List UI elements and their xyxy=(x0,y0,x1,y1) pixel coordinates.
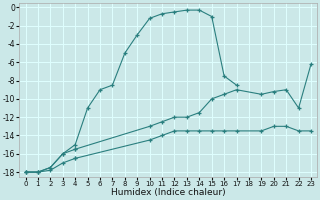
X-axis label: Humidex (Indice chaleur): Humidex (Indice chaleur) xyxy=(111,188,226,197)
